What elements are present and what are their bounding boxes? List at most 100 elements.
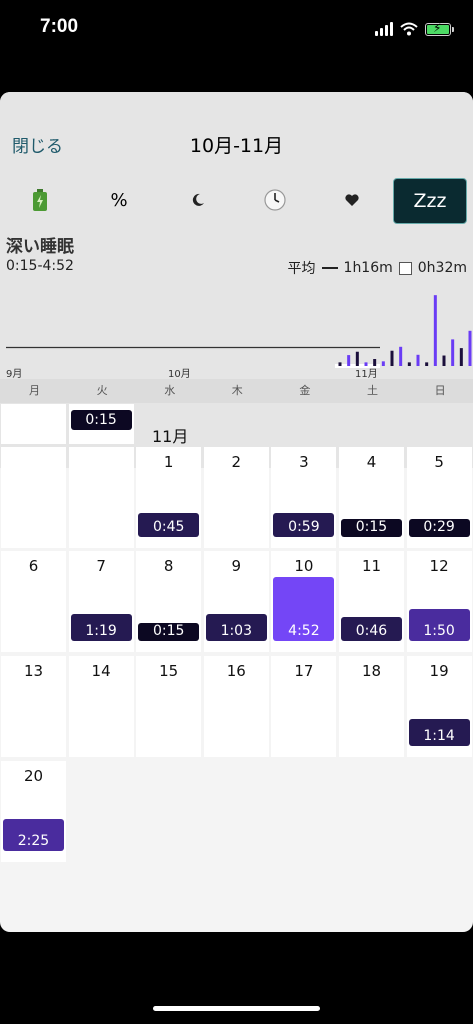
chart-bar: [381, 361, 385, 366]
calendar-day[interactable]: 2: [203, 447, 269, 548]
weekday-label: 木: [231, 384, 243, 397]
moon-icon: [192, 193, 204, 206]
day-number: 12: [429, 557, 449, 575]
deep-sleep-value[interactable]: 0:29: [408, 519, 470, 537]
day-number: 1: [163, 453, 174, 471]
deep-sleep-value[interactable]: 1:19: [70, 614, 132, 641]
weekday-label: 土: [367, 384, 378, 397]
deep-sleep-value[interactable]: 0:45: [138, 513, 200, 537]
average-value: 1h16m: [343, 260, 393, 276]
tab-percent[interactable]: %: [110, 189, 128, 211]
deep-sleep-value[interactable]: 0:46: [341, 617, 402, 641]
tab-battery[interactable]: [4, 178, 76, 222]
day-number: 6: [28, 557, 39, 575]
tab-clock[interactable]: [239, 178, 311, 222]
chart-bar: [355, 351, 359, 366]
chart-x-axis: 9月 10月 11月: [6, 368, 378, 379]
metric-title: 深い睡眠: [6, 237, 74, 257]
day-number: 14: [91, 662, 111, 680]
calendar-day[interactable]: 12 1:50: [406, 551, 472, 652]
page-title: 10月-11月: [189, 135, 284, 157]
calendar-day[interactable]: 13: [1, 656, 66, 757]
day-number: 2: [231, 453, 242, 471]
weekday-label: 金: [299, 384, 311, 397]
battery-charging-icon: ⚡: [425, 21, 454, 36]
close-button[interactable]: 閉じる: [12, 137, 63, 157]
other-value: 0h32m: [417, 260, 467, 276]
calendar-day[interactable]: 4 0:15: [339, 447, 404, 548]
calendar-day[interactable]: 11 0:46: [339, 551, 404, 652]
heart-icon: [345, 194, 359, 206]
tab-zzz[interactable]: Zzz: [393, 178, 467, 224]
day-number: 15: [159, 662, 179, 680]
day-number: 13: [23, 662, 44, 680]
home-indicator: [153, 1006, 320, 1011]
chart-bar: [451, 339, 455, 366]
deep-sleep-value[interactable]: 1:50: [408, 609, 470, 641]
day-number: 9: [231, 557, 242, 575]
deep-sleep-value[interactable]: 0:59: [273, 513, 335, 537]
clock-icon: [264, 189, 286, 211]
day-number: 4: [366, 453, 377, 471]
chart-bar: [433, 295, 437, 366]
status-icons: ⚡: [375, 18, 454, 40]
calendar-day[interactable]: 16: [203, 656, 269, 757]
calendar-day[interactable]: 8 0:15: [136, 551, 202, 652]
x-tick-label: 11月: [355, 368, 378, 379]
weekday-label: 月: [29, 384, 40, 397]
deep-sleep-value[interactable]: 0:15: [138, 623, 200, 641]
calendar-day[interactable]: 9 1:03: [203, 551, 269, 652]
calendar-day[interactable]: 17: [271, 656, 337, 757]
x-tick-label: 10月: [168, 368, 191, 379]
deep-sleep-value[interactable]: 1:03: [205, 614, 267, 641]
calendar-day[interactable]: 15: [136, 656, 202, 757]
tab-heart[interactable]: [316, 178, 388, 222]
day-number: 8: [163, 557, 174, 575]
chart-bar: [364, 362, 368, 366]
average-label: 平均: [287, 261, 316, 277]
chart-bar: [442, 355, 446, 366]
calendar-day[interactable]: 6: [1, 551, 66, 652]
calendar-day[interactable]: 5 0:29: [406, 447, 472, 548]
deep-sleep-value[interactable]: 2:25: [3, 819, 64, 851]
chart-bar: [338, 362, 342, 366]
calendar-day[interactable]: 19 1:14: [406, 656, 472, 757]
calendar-day[interactable]: 10 4:52: [271, 551, 337, 652]
deep-sleep-chart: [6, 295, 472, 368]
checkbox-icon[interactable]: [398, 261, 412, 275]
calendar-day[interactable]: [1, 447, 66, 548]
deep-sleep-value[interactable]: 4:52: [273, 577, 335, 641]
calendar-day[interactable]: [1, 404, 66, 444]
chart-bar: [468, 330, 472, 366]
deep-sleep-value[interactable]: 0:15: [70, 410, 132, 430]
weekday-label: 日: [434, 384, 446, 397]
tab-moon[interactable]: [162, 178, 234, 222]
calendar-day[interactable]: 18: [339, 656, 404, 757]
chart-bar: [390, 350, 394, 366]
chart-bar: [407, 362, 411, 366]
calendar-day[interactable]: 3 0:59: [271, 447, 337, 548]
day-number: 16: [226, 662, 246, 680]
day-number: 5: [434, 453, 444, 471]
status-bar: 7:00 ⚡: [0, 0, 473, 60]
weekday-header: 月火水木金土日: [0, 379, 473, 403]
calendar-day[interactable]: [68, 447, 134, 548]
calendar-day[interactable]: 1 0:45: [136, 447, 202, 548]
calendar-day[interactable]: 14: [68, 656, 134, 757]
average-legend: 平均 1h16m 0h32m: [288, 258, 467, 278]
day-number: 18: [361, 662, 382, 680]
calendar-day[interactable]: 7 1:19: [68, 551, 134, 652]
cellular-signal-icon: [375, 22, 393, 36]
battery-icon: [33, 189, 47, 211]
average-line-icon: [321, 267, 338, 269]
day-number: 3: [299, 453, 309, 471]
weekday-label: 火: [96, 384, 108, 397]
day-number: 19: [429, 662, 449, 680]
calendar-day[interactable]: 0:15: [68, 404, 134, 444]
calendar-day[interactable]: 20 2:25: [1, 761, 66, 862]
day-number: 11: [361, 557, 382, 575]
weekday-label: 水: [164, 384, 176, 397]
chart-bar: [416, 354, 420, 366]
deep-sleep-value[interactable]: 0:15: [341, 519, 402, 537]
deep-sleep-value[interactable]: 1:14: [408, 719, 470, 746]
